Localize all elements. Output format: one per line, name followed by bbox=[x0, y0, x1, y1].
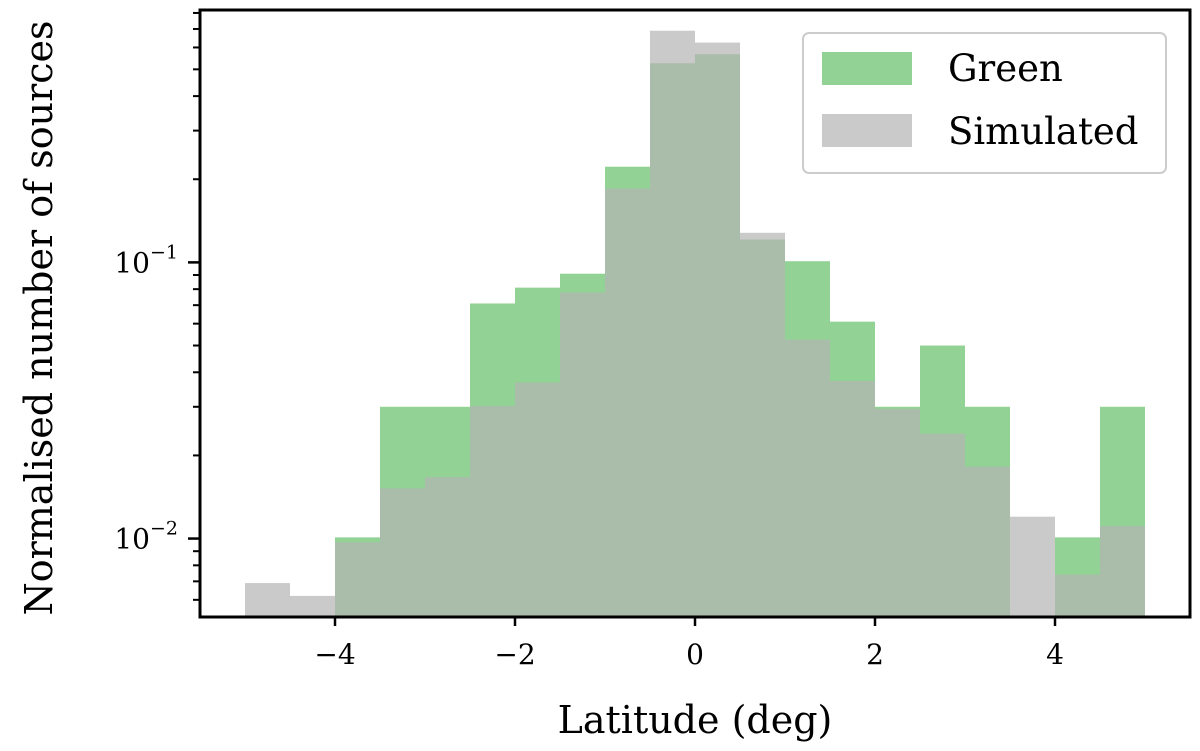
bar-simulated-8 bbox=[605, 188, 650, 618]
bar-simulated-11 bbox=[740, 232, 785, 617]
x-tick-label: 4 bbox=[1046, 638, 1064, 671]
x-axis-label: Latitude (deg) bbox=[558, 698, 833, 742]
bar-simulated-6 bbox=[515, 382, 560, 617]
simulated-bars bbox=[245, 30, 1145, 618]
legend-swatch-green bbox=[822, 52, 912, 85]
bar-simulated-1 bbox=[290, 595, 335, 617]
bar-simulated-14 bbox=[875, 408, 920, 617]
legend-swatch-simulated bbox=[822, 114, 912, 147]
bar-simulated-9 bbox=[650, 30, 695, 618]
x-axis-ticks: −4 −2 0 2 4 bbox=[314, 617, 1064, 671]
bar-simulated-13 bbox=[830, 380, 875, 617]
y-tick-label: 10−2 bbox=[114, 518, 178, 556]
bar-simulated-0 bbox=[245, 583, 290, 617]
legend-label-green: Green bbox=[948, 47, 1063, 90]
y-tick-label: 10−1 bbox=[114, 241, 178, 279]
bar-simulated-10 bbox=[695, 42, 740, 618]
y-axis-ticks: 10−2 10−1 bbox=[114, 11, 200, 601]
legend: Green Simulated bbox=[802, 32, 1167, 174]
legend-label-simulated: Simulated bbox=[948, 110, 1138, 153]
y-axis-label: Normalised number of sources bbox=[17, 20, 61, 615]
x-tick-label: 0 bbox=[686, 638, 704, 671]
bar-simulated-4 bbox=[425, 477, 470, 617]
bar-simulated-7 bbox=[560, 292, 605, 617]
bar-simulated-15 bbox=[920, 433, 965, 617]
bar-simulated-16 bbox=[965, 466, 1010, 617]
bar-simulated-17 bbox=[1010, 516, 1055, 617]
bar-simulated-2 bbox=[335, 542, 380, 617]
bar-simulated-19 bbox=[1100, 526, 1145, 617]
bar-simulated-18 bbox=[1055, 574, 1100, 617]
x-tick-label: 2 bbox=[866, 638, 884, 671]
x-tick-label: −4 bbox=[314, 638, 355, 671]
bar-simulated-12 bbox=[785, 339, 830, 617]
bar-simulated-3 bbox=[380, 488, 425, 617]
x-tick-label: −2 bbox=[494, 638, 535, 671]
bar-simulated-5 bbox=[470, 405, 515, 617]
